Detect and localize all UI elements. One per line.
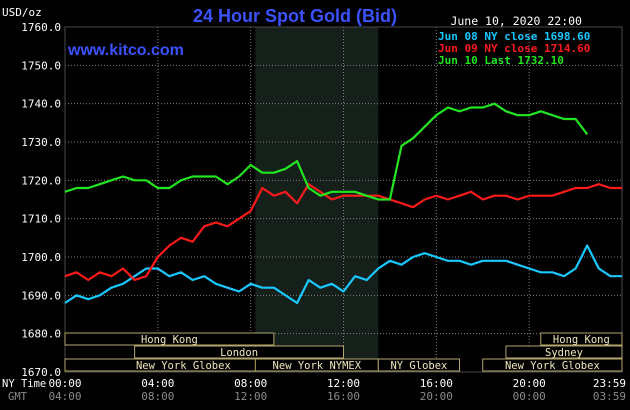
legend-jun10: Jun 10 Last 1732.10 — [438, 54, 564, 67]
y-tick-label: 1720.0 — [21, 174, 61, 187]
session-bar — [482, 358, 623, 372]
x-tick-label-ny: 00:00 — [48, 377, 81, 390]
y-tick-label: 1760.0 — [21, 21, 61, 34]
x-tick-label-gmt: 00:00 — [513, 390, 546, 403]
session-bar — [505, 345, 623, 359]
chart-title: 24 Hour Spot Gold (Bid) — [193, 6, 397, 26]
y-axis-tick-labels: 1670.0 1680.0 1690.0 1700.0 1710.0 1720.0 1730… — [21, 21, 61, 379]
session-bar — [64, 332, 275, 346]
x-tick-label-gmt: 03:59 — [593, 390, 626, 403]
x-tick-label-ny: 12:00 — [327, 377, 360, 390]
x-tick-label-gmt: 20:00 — [420, 390, 453, 403]
series-line-2 — [64, 183, 622, 282]
y-tick-label: 1700.0 — [21, 251, 61, 264]
x-tick-label-ny: 04:00 — [141, 377, 174, 390]
plot-frame — [64, 26, 623, 373]
nymex-session-shading — [255, 27, 379, 372]
x-tick-label-ny: 20:00 — [513, 377, 546, 390]
session-label: Hong Kong — [553, 334, 610, 346]
legend-jun08: Jun 08 NY close 1698.60 — [438, 30, 590, 43]
series-line-3 — [64, 102, 589, 201]
x-tick-label-gmt: 04:00 — [48, 390, 81, 403]
x-tick-label-ny: 08:00 — [234, 377, 267, 390]
x-tick-label-gmt: 16:00 — [327, 390, 360, 403]
session-label: NY Globex — [390, 360, 447, 372]
session-bar — [134, 345, 344, 359]
y-tick-label: 1750.0 — [21, 59, 61, 72]
ny-time-label: NY Time — [2, 378, 46, 390]
session-label: London — [220, 347, 258, 359]
session-label: Sydney — [545, 347, 583, 359]
session-label: New York Globex — [505, 360, 600, 372]
y-unit-label: USD/oz — [2, 6, 42, 19]
y-tick-label: 1730.0 — [21, 136, 61, 149]
y-tick-label: 1670.0 — [21, 366, 61, 379]
session-label: New York NYMEX — [273, 360, 362, 372]
series-line-1 — [64, 244, 622, 305]
grid-lines — [64, 26, 623, 373]
session-label: Hong Kong — [141, 334, 198, 346]
y-tick-label: 1710.0 — [21, 213, 61, 226]
series-lines — [64, 102, 622, 305]
session-bar — [377, 358, 461, 372]
gmt-label: GMT — [8, 391, 28, 403]
x-tick-label-gmt: 08:00 — [141, 390, 174, 403]
x-axis-tick-labels: 00:00 04:00 08:00 12:00 16:00 20:00 23:5904:00… — [48, 377, 626, 403]
y-tick-label: 1740.0 — [21, 98, 61, 111]
x-tick-label-ny: 23:59 — [593, 377, 626, 390]
legend-jun09: Jun 09 NY close 1714.60 — [438, 42, 590, 55]
x-tick-label-gmt: 12:00 — [234, 390, 267, 403]
date-time: June 10, 2020 22:00 — [450, 14, 582, 28]
y-tick-label: 1680.0 — [21, 328, 61, 341]
kitco-watermark: www.kitco.com — [67, 42, 184, 59]
legend: Jun 08 NY close 1698.60 Jun 09 NY close … — [438, 30, 590, 67]
session-label: New York Globex — [136, 360, 231, 372]
session-bar — [540, 332, 623, 346]
x-tick-label-ny: 16:00 — [420, 377, 453, 390]
y-tick-label: 1690.0 — [21, 289, 61, 302]
